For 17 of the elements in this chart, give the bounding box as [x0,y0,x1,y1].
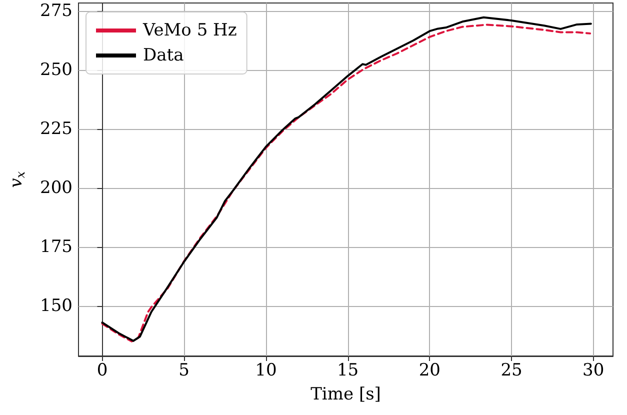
x-tick-label: 30 [582,360,604,380]
y-tick-label: 200 [40,178,72,198]
x-tick-label: 0 [96,360,108,380]
x-tick-label: 15 [336,360,359,380]
legend-label: Data [143,46,184,66]
x-tick-label: 10 [255,360,277,380]
x-tick-label: 25 [500,360,522,380]
y-tick-label: 250 [40,60,72,80]
x-tick-label: 20 [418,360,440,380]
y-tick-label: 275 [40,1,72,22]
y-axis-title: vx [6,171,28,188]
y-tick-label: 225 [40,119,72,140]
y-tick-label: 175 [40,236,72,257]
x-axis-title: Time [s] [310,384,381,404]
y-tick-label: 150 [40,296,72,316]
x-tick-label: 5 [178,360,190,380]
legend-label: VeMo 5 Hz [142,20,237,40]
